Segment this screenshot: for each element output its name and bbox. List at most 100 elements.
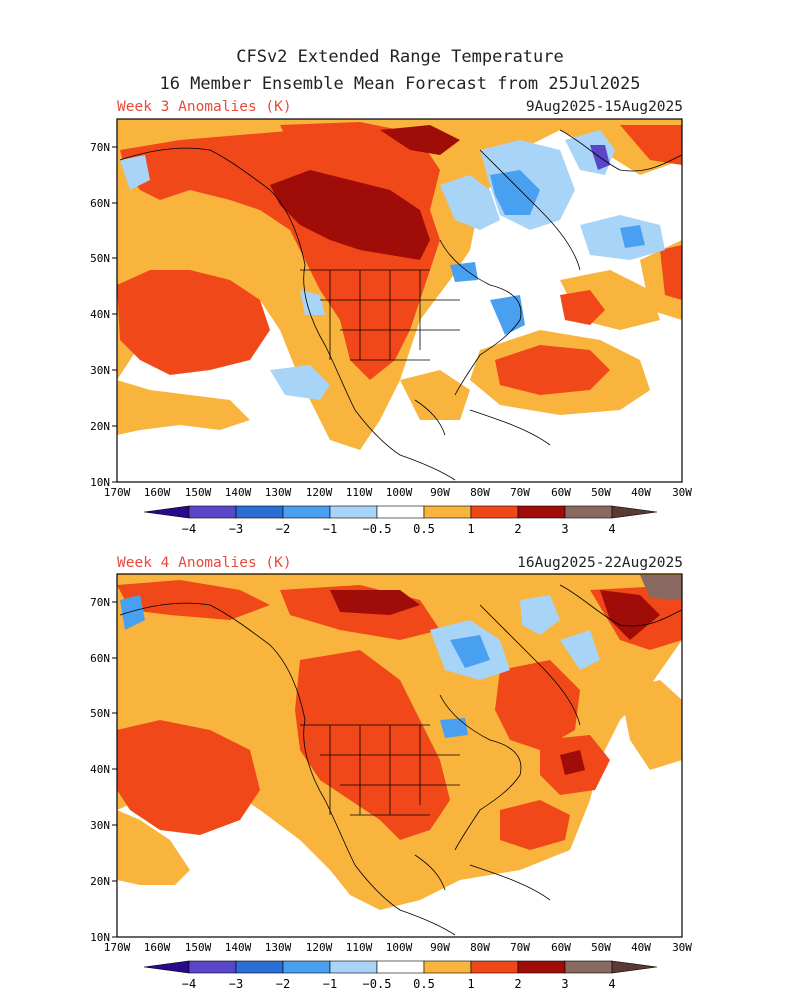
colorbar-label: 0.5	[413, 522, 435, 536]
lat-label: 70N	[90, 596, 110, 609]
colorbar-swatch	[470, 960, 519, 974]
week4-lat-ticks	[112, 601, 117, 938]
week3-lat-labels: 70N 60N 50N 40N 30N 20N 10N	[90, 141, 110, 489]
colorbar-label: −4	[182, 977, 196, 991]
lon-label: 120W	[306, 486, 333, 499]
colorbar-label: −2	[276, 522, 290, 536]
lon-label: 70W	[510, 941, 530, 954]
colorbar-label: 3	[561, 522, 568, 536]
lat-label: 40N	[90, 308, 110, 321]
colorbar-swatch	[470, 505, 519, 519]
week4-panel-label: Week 4 Anomalies (K)	[117, 555, 292, 571]
lon-label: 140W	[225, 941, 252, 954]
colorbar-label: 3	[561, 977, 568, 991]
colorbar-swatch	[517, 960, 566, 974]
lat-label: 40N	[90, 763, 110, 776]
colorbar-swatch	[564, 505, 613, 519]
colorbar-label: −0.5	[363, 977, 392, 991]
colorbar-swatch	[235, 505, 284, 519]
lat-label: 30N	[90, 364, 110, 377]
chart-title-line1: CFSv2 Extended Range Temperature	[236, 47, 564, 67]
week4-date-range: 16Aug2025-22Aug2025	[517, 555, 683, 571]
lon-label: 130W	[265, 941, 292, 954]
lon-label: 30W	[672, 486, 692, 499]
colorbar-swatch	[188, 505, 237, 519]
lat-label: 10N	[90, 931, 110, 944]
colorbar-swatch	[282, 960, 331, 974]
colorbar-swatch	[517, 505, 566, 519]
colorbar-label: 1	[467, 522, 474, 536]
colorbar-label: 2	[514, 977, 521, 991]
lon-label: 150W	[185, 486, 212, 499]
lat-label: 50N	[90, 707, 110, 720]
chart-title-line2: 16 Member Ensemble Mean Forecast from 25…	[159, 74, 641, 94]
week4-lat-labels: 70N 60N 50N 40N 30N 20N 10N	[90, 596, 110, 944]
week4-coastlines	[119, 584, 682, 936]
week4-colorbar-labels: −4 −3 −2 −1 −0.5 0.5 1 2 3 4	[182, 977, 616, 991]
lat-label: 20N	[90, 420, 110, 433]
colorbar-label: 4	[608, 522, 615, 536]
lon-label: 110W	[346, 486, 373, 499]
colorbar-swatch	[188, 960, 237, 974]
lon-label: 110W	[346, 941, 373, 954]
colorbar-swatch	[329, 960, 378, 974]
colorbar-label: −2	[276, 977, 290, 991]
lon-label: 170W	[104, 486, 131, 499]
lon-label: 170W	[104, 941, 131, 954]
week4-lon-labels: 170W 160W 150W 140W 130W 120W 110W 100W …	[104, 941, 693, 954]
colorbar-label: −1	[323, 522, 337, 536]
lat-label: 10N	[90, 476, 110, 489]
week4-colorbar	[143, 960, 658, 974]
colorbar-label: −0.5	[363, 522, 392, 536]
lon-label: 80W	[470, 486, 490, 499]
week3-lat-ticks	[112, 146, 117, 483]
lon-label: 40W	[631, 486, 651, 499]
colorbar-label: 4	[608, 977, 615, 991]
week3-map-frame	[116, 118, 683, 483]
lon-label: 40W	[631, 941, 651, 954]
lon-label: 80W	[470, 941, 490, 954]
week3-panel-label: Week 3 Anomalies (K)	[117, 99, 292, 115]
colorbar-swatch	[376, 960, 425, 974]
week3-colorbar	[143, 505, 658, 519]
lon-label: 90W	[430, 941, 450, 954]
lon-label: 100W	[386, 486, 413, 499]
colorbar-swatch	[143, 505, 190, 519]
colorbar-swatch	[611, 960, 658, 974]
lat-label: 60N	[90, 652, 110, 665]
week3-colorbar-labels: −4 −3 −2 −1 −0.5 0.5 1 2 3 4	[182, 522, 616, 536]
colorbar-label: 0.5	[413, 977, 435, 991]
colorbar-label: −3	[229, 977, 243, 991]
lon-label: 160W	[144, 941, 171, 954]
lat-label: 70N	[90, 141, 110, 154]
lon-label: 90W	[430, 486, 450, 499]
colorbar-swatch	[423, 960, 472, 974]
colorbar-swatch	[564, 960, 613, 974]
colorbar-swatch	[376, 505, 425, 519]
colorbar-swatch	[282, 505, 331, 519]
lon-label: 160W	[144, 486, 171, 499]
colorbar-swatch	[329, 505, 378, 519]
week3-anomaly-field	[117, 119, 682, 482]
colorbar-label: −1	[323, 977, 337, 991]
week3-date-range: 9Aug2025-15Aug2025	[525, 99, 683, 115]
lon-label: 100W	[386, 941, 413, 954]
lat-label: 20N	[90, 875, 110, 888]
colorbar-swatch	[423, 505, 472, 519]
colorbar-label: −4	[182, 522, 196, 536]
lat-label: 30N	[90, 819, 110, 832]
colorbar-swatch	[235, 960, 284, 974]
colorbar-label: 1	[467, 977, 474, 991]
lon-label: 120W	[306, 941, 333, 954]
lon-label: 140W	[225, 486, 252, 499]
lon-label: 130W	[265, 486, 292, 499]
lon-label: 30W	[672, 941, 692, 954]
lat-label: 60N	[90, 197, 110, 210]
lon-label: 50W	[591, 486, 611, 499]
lat-label: 50N	[90, 252, 110, 265]
week3-lon-labels: 170W 160W 150W 140W 130W 120W 110W 100W …	[104, 486, 693, 499]
lon-label: 60W	[551, 486, 571, 499]
week3-coastlines	[119, 129, 682, 481]
colorbar-swatch	[143, 960, 190, 974]
